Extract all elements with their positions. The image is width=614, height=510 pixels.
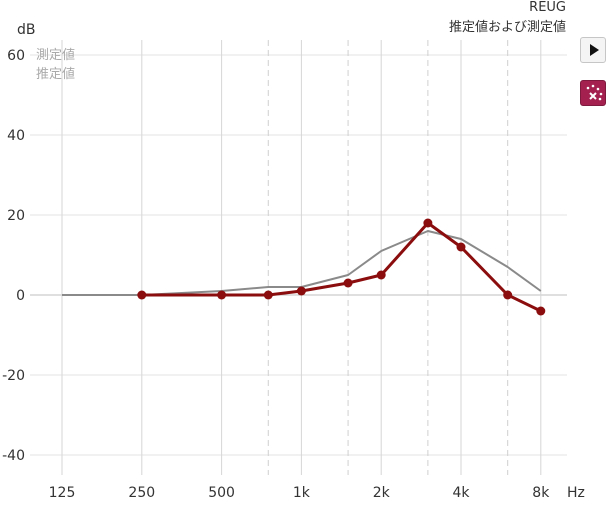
series-line-measured <box>141 221 542 313</box>
y-tick-label: -40 <box>2 448 25 464</box>
x-tick-label: 2k <box>373 485 391 501</box>
x-tick-label: 1k <box>293 485 311 501</box>
series <box>62 218 546 316</box>
play-button[interactable] <box>580 37 606 63</box>
data-point-measured <box>536 306 546 316</box>
data-point-measured <box>456 242 466 252</box>
x-axis-unit-label: Hz <box>567 485 585 501</box>
y-tick-label: -20 <box>2 368 25 384</box>
y-tick-label: 40 <box>7 128 25 144</box>
y-axis-unit-label: dB <box>17 22 36 38</box>
sparkle-cross-icon <box>586 84 603 101</box>
x-tick-label: 8k <box>532 485 550 501</box>
x-tick-label: 125 <box>49 485 76 501</box>
axes: 60 40 20 0 -20 -40 125 250 500 1k 2k 4k 8k <box>2 48 550 501</box>
legend-estimated-label: 推定値 <box>36 66 75 82</box>
chart-subtitle: 推定値および測定値 <box>449 19 566 35</box>
series-line-estimated <box>62 230 542 296</box>
y-tick-label: 0 <box>16 288 25 304</box>
data-point-measured <box>296 286 306 296</box>
chart-title: REUG <box>529 0 566 15</box>
y-tick-label: 60 <box>7 48 25 64</box>
play-icon <box>590 44 599 56</box>
y-tick-label: 20 <box>7 208 25 224</box>
x-tick-label: 500 <box>208 485 235 501</box>
data-point-measured <box>423 218 433 228</box>
data-point-measured <box>263 290 273 300</box>
grid <box>30 40 567 475</box>
sparkle-tool-button[interactable] <box>580 80 606 106</box>
data-point-measured <box>503 290 513 300</box>
data-point-measured <box>217 290 227 300</box>
x-tick-label: 4k <box>452 485 470 501</box>
data-point-measured <box>343 278 353 288</box>
data-point-measured <box>137 290 147 300</box>
legend-measured-label: 測定値 <box>36 47 75 63</box>
data-point-measured <box>376 270 386 280</box>
x-tick-label: 250 <box>128 485 155 501</box>
